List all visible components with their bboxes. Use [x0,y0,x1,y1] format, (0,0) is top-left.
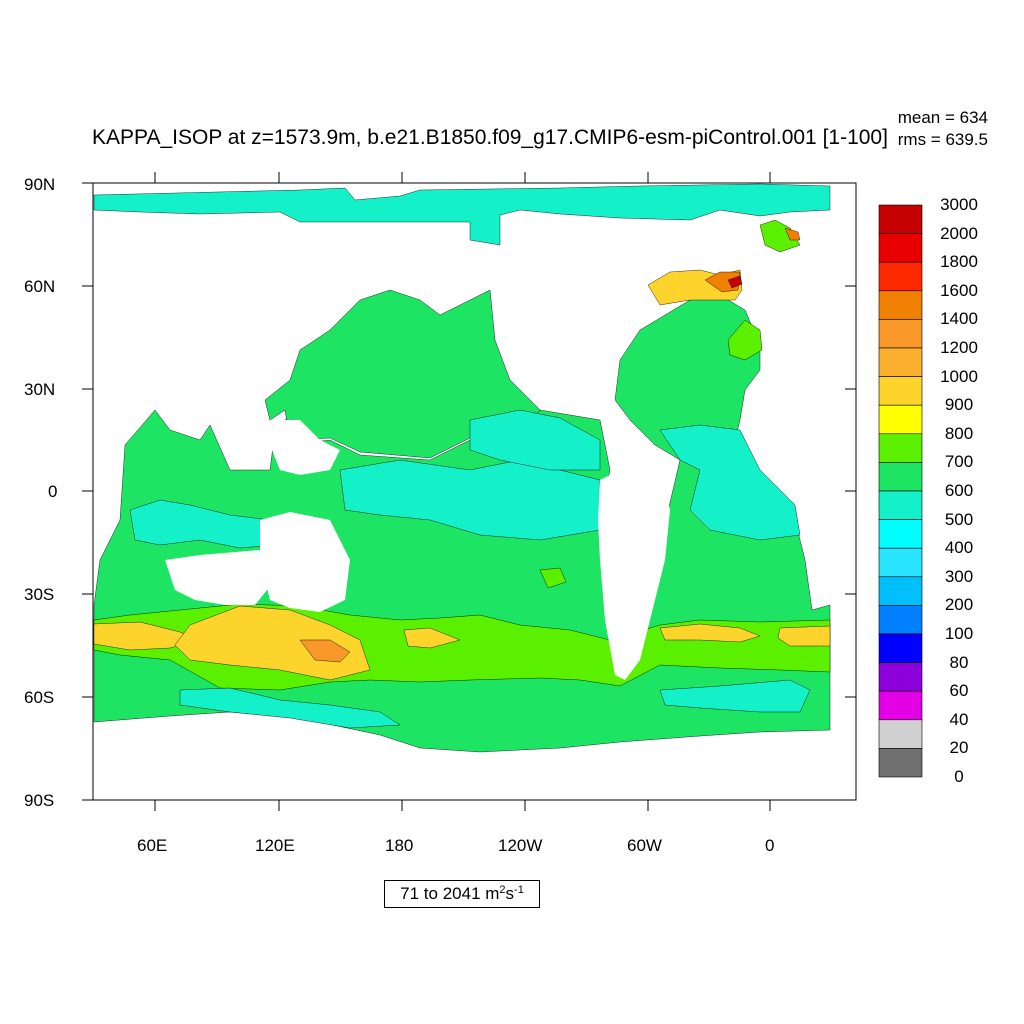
colorbar-box [878,462,923,492]
map-title: KAPPA_ISOP at z=1573.9m, b.e21.B1850.f09… [92,126,888,149]
lon-label-60e: 60E [137,836,168,855]
lat-label-30n: 30N [24,380,56,399]
colorbar-level-label: 60 [949,681,969,701]
colorbar [878,204,923,778]
colorbar-level-label: 300 [944,566,974,586]
rms-stat: rms = 639.5 [897,130,988,149]
colorbar-level-label: 1800 [940,252,978,272]
lat-label-90n: 90N [24,175,56,194]
colorbar-box [878,690,923,721]
colorbar-box [878,748,923,778]
colorbar-box [878,719,923,749]
colorbar-level-label: 500 [944,509,974,529]
colorbar-box [878,633,923,663]
lat-label-90s: 90S [24,791,55,810]
colorbar-box [878,490,923,520]
units-sup-neg1: -1 [514,884,524,896]
colorbar-box [878,576,923,606]
colorbar-level-label: 3000 [940,195,978,214]
mean-stat: mean = 634 [897,108,988,127]
colorbar-box [878,662,923,692]
colorbar-level-label: 20 [949,738,969,758]
colorbar-box [878,376,923,406]
colorbar-level-label: 700 [944,452,974,472]
colorbar-level-label: 1600 [940,280,978,300]
lon-label-0: 0 [765,836,775,855]
colorbar-level-label: 800 [944,423,974,443]
lon-label-120e: 120E [255,836,295,855]
colorbar-box [878,233,923,263]
colorbar-box [878,261,923,292]
units-sup-2: 2 [499,884,506,896]
ocean-field [93,183,856,800]
lon-label-180: 180 [385,836,414,855]
colorbar-box [878,519,923,549]
colorbar-box [878,204,923,234]
colorbar-level-label: 1000 [940,366,978,386]
lat-label-60n: 60N [24,277,56,296]
colorbar-level-label: 80 [949,652,969,672]
colorbar-box [878,433,923,463]
colorbar-box [878,319,923,349]
colorbar-level-label: 600 [944,481,974,500]
colorbar-level-label: 100 [944,624,974,643]
colorbar-box [878,290,923,320]
colorbar-level-label: 2000 [940,223,978,243]
colorbar-level-label: 0 [954,767,964,786]
colorbar-box [878,547,923,578]
lat-label-0: 0 [48,482,58,501]
colorbar-level-label: 400 [944,538,974,558]
colorbar-level-label: 1400 [940,309,978,329]
colorbar-level-label: 40 [949,709,969,729]
colorbar-box [878,605,923,635]
axis-ticks [82,172,856,811]
colorbar-level-label: 900 [944,395,974,415]
colorbar-level-label: 200 [944,595,974,615]
colorbar-box [878,404,923,435]
units-range: 71 to 2041 m [400,884,500,903]
units-s: s [505,884,515,903]
colorbar-box [878,347,923,377]
lon-label-60w: 60W [627,836,662,855]
colorbar-level-label: 1200 [940,338,978,357]
lat-label-30s: 30S [24,585,55,604]
lat-label-60s: 60S [24,688,55,707]
lon-label-120w: 120W [498,836,543,855]
